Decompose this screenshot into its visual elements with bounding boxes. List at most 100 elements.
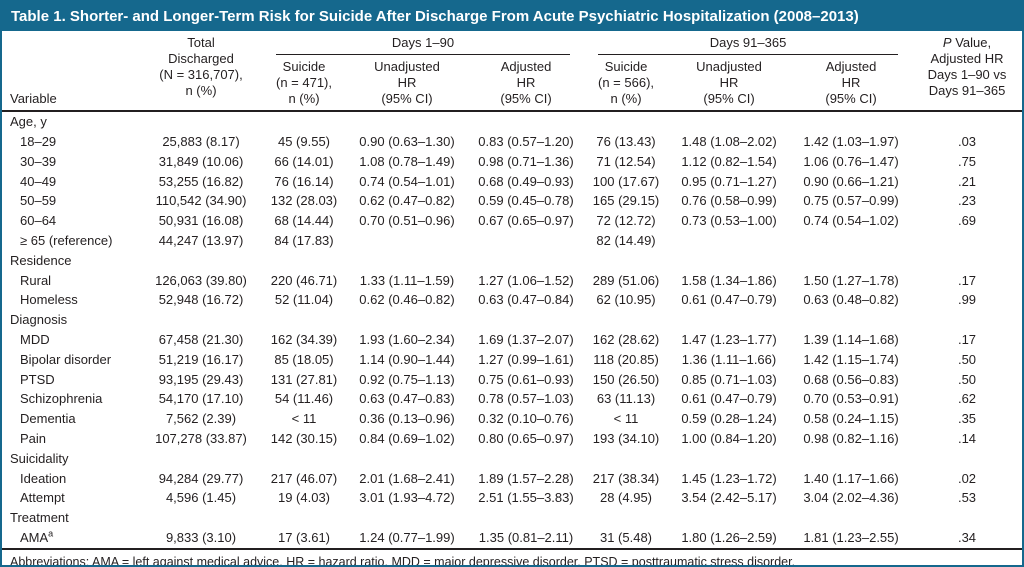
value-cell: 1.39 (1.14–1.68) [803, 332, 899, 348]
header-line: n (%) [610, 91, 642, 107]
header-line: Discharged [168, 51, 234, 67]
value-cell: 0.63 (0.47–0.83) [359, 391, 455, 407]
value-cell: 118 (20.85) [593, 351, 659, 367]
section-row: Suicidality [2, 449, 1022, 469]
footnote-marker: a [48, 528, 54, 539]
p-rest: Value, [951, 35, 992, 51]
data-row: ≥ 65 (reference) 44,247 (13.97) 84 (17.83)… [2, 231, 1022, 251]
value-cell: 0.78 (0.57–1.03) [478, 391, 574, 407]
header-line: (95% CI) [381, 91, 433, 107]
header-line: n (%) [288, 91, 320, 107]
value-cell: 1.80 (1.26–2.59) [681, 529, 777, 545]
row-label: 18–29 [20, 134, 57, 150]
data-row: 18–29 25,883 (8.17) 45 (9.55) 0.90 (0.63–1.… [2, 132, 1022, 152]
data-row: 50–59 110,542 (34.90) 132 (28.03) 0.62 (0.4… [2, 191, 1022, 211]
value-cell [912, 231, 1022, 251]
value-cell: .62 [957, 391, 977, 407]
section-label: Suicidality [10, 450, 69, 466]
value-cell: 76 (13.43) [596, 134, 656, 150]
value-cell: .35 [957, 411, 977, 427]
row-label: Dementia [20, 411, 76, 427]
header-line: (95% CI) [825, 91, 877, 107]
header-line: Suicide [282, 59, 326, 75]
value-cell: 0.90 (0.66–1.21) [803, 173, 899, 189]
value-cell: 82 (14.49) [596, 233, 656, 249]
col-header-suicide-365: Suicide (n = 566), n (%) [584, 55, 669, 113]
value-cell: 0.63 (0.48–0.82) [803, 292, 899, 308]
value-cell: 1.42 (1.03–1.97) [803, 134, 899, 150]
data-row: 40–49 53,255 (16.82) 76 (16.14) 0.74 (0.54–… [2, 172, 1022, 192]
value-cell: 31,849 (10.06) [158, 153, 244, 169]
value-cell [790, 231, 912, 251]
value-cell: 217 (46.07) [270, 470, 338, 486]
value-cell: .75 [957, 153, 977, 169]
value-cell: 1.69 (1.37–2.07) [478, 332, 574, 348]
value-cell: 0.75 (0.57–0.99) [803, 193, 899, 209]
row-label: Homeless [20, 292, 78, 308]
header-line: (N = 316,707), [159, 67, 243, 83]
group-header-days-1-90: Days 1–90 [262, 31, 584, 56]
value-cell: .50 [957, 371, 977, 387]
value-cell: 1.27 (0.99–1.61) [478, 351, 574, 367]
value-cell: 0.63 (0.47–0.84) [478, 292, 574, 308]
table-header: Variable Total Discharged (N = 316,707),… [2, 31, 1022, 113]
value-cell: 289 (51.06) [592, 272, 660, 288]
value-cell: < 11 [291, 411, 317, 427]
value-cell: .99 [957, 292, 977, 308]
header-row-subcolumns: Suicide (n = 471), n (%) Unadjusted HR (… [2, 55, 1022, 113]
value-cell: 1.08 (0.78–1.49) [359, 153, 455, 169]
value-cell: 150 (26.50) [592, 371, 660, 387]
value-cell: 52 (11.04) [274, 292, 334, 308]
value-cell: 1.35 (0.81–2.11) [478, 529, 574, 545]
value-cell: 72 (12.72) [596, 213, 656, 229]
header-line: Adjusted [825, 59, 877, 75]
value-cell: 1.81 (1.23–2.55) [803, 529, 899, 545]
value-cell: 1.14 (0.90–1.44) [359, 351, 455, 367]
value-cell: 1.42 (1.15–1.74) [803, 351, 899, 367]
value-cell: 19 (4.03) [277, 490, 331, 506]
value-cell: 53,255 (16.82) [158, 173, 244, 189]
value-cell: 1.58 (1.34–1.86) [681, 272, 777, 288]
header-line: Adjusted [500, 59, 552, 75]
section-row: Residence [2, 251, 1022, 271]
value-cell: 132 (28.03) [270, 193, 338, 209]
header-line: Unadjusted [696, 59, 762, 75]
row-label: 30–39 [20, 153, 57, 169]
value-cell: 1.50 (1.27–1.78) [803, 272, 899, 288]
value-cell: 0.83 (0.57–1.20) [478, 134, 574, 150]
value-cell: 1.45 (1.23–1.72) [681, 470, 777, 486]
value-cell: 0.32 (0.10–0.76) [478, 411, 574, 427]
row-label: 50–59 [20, 193, 57, 209]
value-cell: 0.61 (0.47–0.79) [681, 391, 777, 407]
value-cell: 220 (46.71) [270, 272, 338, 288]
group-header-label: Days 1–90 [276, 35, 571, 56]
value-cell: 0.84 (0.69–1.02) [359, 431, 455, 446]
value-cell: 1.40 (1.17–1.66) [803, 470, 899, 486]
value-cell: 0.98 (0.82–1.16) [803, 431, 899, 446]
value-cell: 0.59 (0.45–0.78) [478, 193, 574, 209]
header-line: (n = 566), [598, 75, 655, 91]
col-header-adjusted-hr-90: Adjusted HR (95% CI) [468, 55, 585, 113]
value-cell [468, 231, 584, 251]
value-cell: 0.73 (0.53–1.00) [681, 213, 777, 229]
row-label: 40–49 [20, 173, 57, 189]
value-cell: .14 [957, 431, 977, 446]
value-cell: .17 [957, 332, 977, 348]
value-cell: 1.12 (0.82–1.54) [681, 153, 777, 169]
row-label: Schizophrenia [20, 391, 103, 407]
header-row-groups: Variable Total Discharged (N = 316,707),… [2, 31, 1022, 113]
row-label: MDD [20, 332, 50, 348]
header-line: HR [397, 75, 417, 91]
row-label: ≥ 65 (reference) [20, 233, 113, 249]
value-cell: .03 [957, 134, 977, 150]
value-cell: 94,284 (29.77) [158, 470, 244, 486]
value-cell: 3.54 (2.42–5.17) [681, 490, 777, 506]
value-cell [346, 231, 468, 251]
value-cell: 0.75 (0.61–0.93) [478, 371, 574, 387]
value-cell: 66 (14.01) [274, 153, 334, 169]
value-cell: 52,948 (16.72) [158, 292, 244, 308]
value-cell: 0.68 (0.49–0.93) [478, 173, 574, 189]
row-label: Ideation [20, 470, 67, 486]
group-header-days-91-365: Days 91–365 [584, 31, 912, 56]
